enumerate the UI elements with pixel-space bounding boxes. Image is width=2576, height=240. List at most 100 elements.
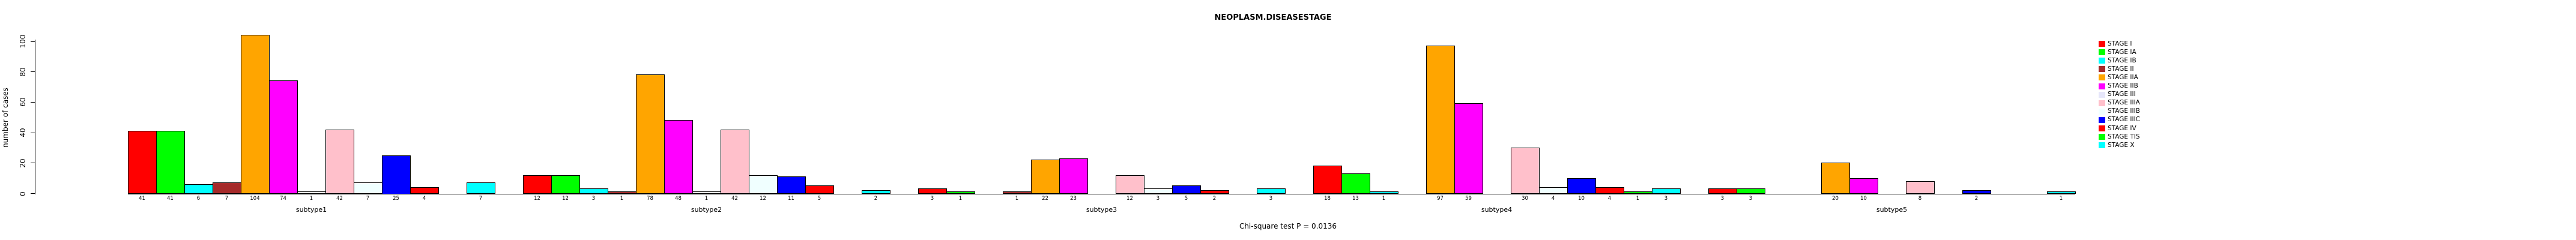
bar-value-label: 4 bbox=[1607, 196, 1612, 202]
bar-subtype2-stage-ia bbox=[551, 175, 580, 194]
bar-value-label: 1 bbox=[1382, 196, 1386, 202]
bar-value-label: 10 bbox=[1578, 196, 1585, 202]
bar-subtype3-stage-i bbox=[918, 188, 947, 194]
bar-subtype1-stage-iii bbox=[297, 191, 326, 194]
bar-subtype4-stage-tis bbox=[1624, 191, 1652, 194]
bar-subtype2-stage-i bbox=[523, 175, 552, 194]
y-axis-tick bbox=[31, 41, 35, 42]
bar-subtype1-stage-ia bbox=[156, 131, 185, 194]
chart-title: NEOPLASM.DISEASESTAGE bbox=[1214, 13, 1332, 22]
bar-value-label: 41 bbox=[139, 196, 145, 202]
legend-label: STAGE I bbox=[2108, 40, 2132, 47]
y-axis-tick-label: 60 bbox=[19, 97, 27, 107]
bar-value-label: 18 bbox=[1324, 196, 1331, 202]
bar-value-label: 7 bbox=[225, 196, 229, 202]
legend-label: STAGE II bbox=[2108, 65, 2134, 73]
bar-subtype2-stage-ii bbox=[608, 191, 636, 194]
bar-subtype4-stage-x bbox=[1652, 188, 1681, 194]
x-axis-category-label: subtype3 bbox=[1086, 206, 1117, 214]
bar-subtype4-stage-iiic bbox=[1567, 178, 1596, 194]
bar-value-label: 1 bbox=[620, 196, 624, 202]
legend-swatch bbox=[2099, 83, 2105, 89]
bar-value-label: 10 bbox=[1860, 196, 1867, 202]
bar-value-label: 42 bbox=[731, 196, 738, 202]
x-axis-category-label: subtype2 bbox=[691, 206, 722, 214]
bar-value-label: 3 bbox=[591, 196, 596, 202]
legend-label: STAGE IIB bbox=[2108, 82, 2138, 89]
bar-subtype1-stage-iv bbox=[410, 187, 439, 194]
bar-subtype2-stage-ib bbox=[579, 188, 608, 194]
bar-subtype3-stage-ia bbox=[946, 191, 975, 194]
legend-label: STAGE TIS bbox=[2108, 133, 2140, 140]
bar-subtype1-stage-ii bbox=[213, 182, 241, 194]
bar-value-label: 59 bbox=[1465, 196, 1472, 202]
legend-swatch bbox=[2099, 116, 2105, 123]
bar-value-label: 12 bbox=[562, 196, 569, 202]
bar-subtype3-stage-iiic bbox=[1172, 185, 1201, 194]
bar-subtype3-stage-x bbox=[1257, 188, 1286, 194]
bar-subtype5-stage-i bbox=[1708, 188, 1737, 194]
bar-value-label: 2 bbox=[874, 196, 878, 202]
bar-value-label: 97 bbox=[1437, 196, 1444, 202]
bar-value-label: 5 bbox=[1184, 196, 1188, 202]
bar-value-label: 7 bbox=[479, 196, 483, 202]
bar-subtype1-stage-i bbox=[128, 131, 157, 194]
bar-subtype3-stage-iiia bbox=[1116, 175, 1144, 194]
bar-subtype4-stage-iia bbox=[1426, 46, 1455, 194]
legend-swatch bbox=[2099, 134, 2105, 140]
x-axis-category-label: subtype5 bbox=[1876, 206, 1908, 214]
bar-subtype5-stage-iiia bbox=[1906, 181, 1935, 194]
y-axis-tick bbox=[31, 101, 35, 103]
legend-swatch bbox=[2099, 142, 2105, 149]
bar-subtype3-stage-iia bbox=[1031, 160, 1060, 194]
bar-subtype5-stage-iiic bbox=[1962, 190, 1991, 194]
legend-label: STAGE IIIB bbox=[2108, 107, 2140, 115]
bar-value-label: 23 bbox=[1070, 196, 1077, 202]
legend-label: STAGE IIIA bbox=[2108, 99, 2140, 107]
legend-label: STAGE IIA bbox=[2108, 73, 2138, 81]
bar-value-label: 25 bbox=[393, 196, 399, 202]
bar-subtype5-stage-iia bbox=[1821, 163, 1850, 194]
bar-value-label: 30 bbox=[1522, 196, 1528, 202]
bar-value-label: 1 bbox=[1015, 196, 1019, 202]
y-axis-tick bbox=[31, 71, 35, 73]
bar-subtype2-stage-iv bbox=[805, 185, 834, 194]
y-axis-title: number of cases bbox=[1, 88, 10, 148]
chi-square-annotation: Chi-square test P = 0.0136 bbox=[1239, 222, 1337, 230]
y-axis-tick-label: 40 bbox=[19, 128, 27, 137]
bar-subtype2-stage-iiib bbox=[749, 175, 778, 194]
bar-value-label: 13 bbox=[1352, 196, 1359, 202]
bar-value-label: 5 bbox=[817, 196, 821, 202]
legend-swatch bbox=[2099, 125, 2105, 131]
bar-value-label: 48 bbox=[675, 196, 682, 202]
bar-subtype4-stage-iv bbox=[1595, 187, 1624, 194]
bar-value-label: 11 bbox=[788, 196, 794, 202]
bar-value-label: 12 bbox=[760, 196, 766, 202]
bar-value-label: 20 bbox=[1832, 196, 1839, 202]
bar-subtype1-stage-iib bbox=[269, 80, 298, 194]
bar-subtype3-stage-ii bbox=[1003, 191, 1032, 194]
legend-swatch bbox=[2099, 100, 2105, 106]
bar-subtype1-stage-iiib bbox=[354, 182, 382, 194]
bar-value-label: 41 bbox=[167, 196, 174, 202]
bar-subtype1-stage-x bbox=[467, 182, 495, 194]
bar-subtype1-stage-iia bbox=[241, 35, 270, 194]
legend-swatch bbox=[2099, 49, 2105, 56]
bar-subtype4-stage-iib bbox=[1454, 103, 1483, 194]
y-axis-tick bbox=[31, 193, 35, 194]
bar-value-label: 3 bbox=[1664, 196, 1668, 202]
bar-subtype2-stage-iii bbox=[692, 191, 721, 194]
legend-swatch bbox=[2099, 91, 2105, 98]
bar-value-label: 74 bbox=[280, 196, 286, 202]
legend-label: STAGE IA bbox=[2108, 48, 2136, 56]
legend-swatch bbox=[2099, 41, 2105, 47]
bar-value-label: 7 bbox=[366, 196, 370, 202]
bar-subtype2-stage-x bbox=[862, 190, 890, 194]
bar-subtype5-stage-x bbox=[2047, 191, 2076, 194]
bar-value-label: 104 bbox=[250, 196, 260, 202]
y-axis-tick-label: 0 bbox=[19, 191, 27, 196]
bar-value-label: 42 bbox=[336, 196, 343, 202]
legend-label: STAGE IV bbox=[2108, 124, 2136, 132]
bar-subtype2-stage-iiic bbox=[777, 176, 806, 194]
